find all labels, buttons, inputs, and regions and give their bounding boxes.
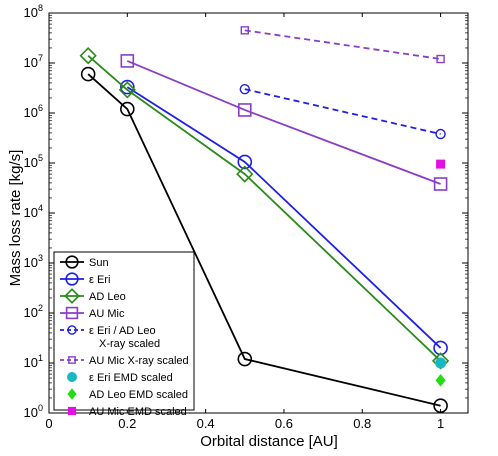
y-axis-label: Mass loss rate [kg/s] bbox=[7, 150, 24, 287]
legend-label: AU Mic X-ray scaled bbox=[89, 355, 189, 367]
x-tick-label: 0 bbox=[45, 416, 52, 431]
legend-marker bbox=[67, 372, 77, 382]
y-tick-label: 107 bbox=[24, 53, 43, 70]
series-line bbox=[126, 86, 442, 349]
legend-entry-1: ε Eri bbox=[60, 272, 110, 286]
legend-marker bbox=[68, 356, 76, 364]
series-7 bbox=[435, 374, 446, 387]
legend-marker bbox=[64, 288, 80, 304]
series-line bbox=[126, 60, 441, 185]
series-5 bbox=[240, 26, 445, 64]
data-point bbox=[239, 83, 250, 95]
legend-marker bbox=[67, 406, 77, 416]
legend-label: ε Eri bbox=[89, 274, 110, 286]
legend-marker bbox=[67, 388, 77, 400]
y-tick-label: 106 bbox=[24, 103, 43, 120]
data-point bbox=[120, 54, 135, 68]
legend: Sun ε Eri AD Leo AU Mic ε Eri / AD LeoX-ray … bbox=[53, 251, 195, 418]
data-point bbox=[236, 165, 254, 183]
data-point bbox=[120, 101, 135, 117]
series-line bbox=[87, 55, 442, 362]
legend-label: ε Eri EMD scaled bbox=[89, 372, 173, 384]
y-tick-label: 104 bbox=[24, 203, 43, 220]
legend-marker bbox=[65, 255, 79, 269]
data-point bbox=[436, 159, 446, 169]
legend-entry-6: ε Eri EMD scaled bbox=[67, 372, 173, 384]
series-line bbox=[244, 88, 441, 135]
data-point bbox=[237, 103, 252, 117]
data-point bbox=[79, 47, 97, 65]
y-tick-label: 103 bbox=[24, 253, 43, 270]
series-4 bbox=[239, 83, 446, 140]
data-point bbox=[433, 177, 448, 191]
legend-entry-7: AD Leo EMD scaled bbox=[67, 388, 188, 401]
legend-entry-3: AU Mic bbox=[60, 306, 125, 320]
x-tick-label: 0.6 bbox=[275, 416, 293, 431]
data-point bbox=[237, 351, 253, 367]
x-tick-label: 1 bbox=[437, 416, 444, 431]
legend-label: AD Leo EMD scaled bbox=[89, 389, 188, 401]
data-point bbox=[433, 398, 448, 413]
legend-entry-0: Sun bbox=[60, 255, 109, 269]
series-line bbox=[244, 29, 441, 60]
series-line bbox=[87, 73, 441, 407]
data-point bbox=[80, 66, 96, 82]
data-point bbox=[435, 374, 446, 387]
legend-label: AU Mic EMD scaled bbox=[89, 406, 187, 418]
x-tick-label: 0.4 bbox=[197, 416, 215, 431]
x-tick-label: 0.2 bbox=[118, 416, 136, 431]
legend-label: ε Eri / AD Leo bbox=[89, 325, 156, 337]
y-tick-label: 108 bbox=[24, 3, 43, 20]
x-axis-label: Orbital distance [AU] bbox=[200, 433, 338, 450]
data-point bbox=[435, 128, 446, 140]
series-3 bbox=[120, 54, 448, 191]
data-point bbox=[118, 81, 136, 99]
legend-entry-8: AU Mic EMD scaled bbox=[67, 406, 187, 418]
series-6 bbox=[435, 357, 447, 369]
y-tick-label: 102 bbox=[24, 303, 43, 320]
legend-label: AU Mic bbox=[89, 308, 125, 320]
series-0 bbox=[80, 66, 448, 413]
legend-label-line2: X-ray scaled bbox=[99, 338, 160, 350]
legend-label: AD Leo bbox=[89, 291, 126, 303]
legend-label: Sun bbox=[89, 257, 109, 269]
data-point bbox=[237, 154, 253, 170]
data-point bbox=[435, 357, 447, 369]
legend-entry-2: AD Leo bbox=[60, 288, 126, 304]
data-point bbox=[240, 26, 249, 35]
y-tick-label: 100 bbox=[24, 403, 43, 420]
y-tick-label: 101 bbox=[24, 353, 43, 370]
legend-marker bbox=[65, 272, 79, 286]
axes: 0 0.2 0.4 0.6 0.8 1 100 101 102 103 104 105 106 107 10… bbox=[24, 3, 468, 431]
data-point bbox=[120, 79, 135, 95]
legend-marker bbox=[65, 306, 79, 320]
legend-marker bbox=[67, 325, 77, 335]
legend-entry-5: AU Mic X-ray scaled bbox=[60, 355, 189, 367]
data-point bbox=[436, 54, 445, 64]
series-layer bbox=[79, 26, 450, 413]
x-tick-label: 0.8 bbox=[353, 416, 371, 431]
y-tick-label: 105 bbox=[24, 153, 43, 170]
series-8 bbox=[436, 159, 446, 169]
